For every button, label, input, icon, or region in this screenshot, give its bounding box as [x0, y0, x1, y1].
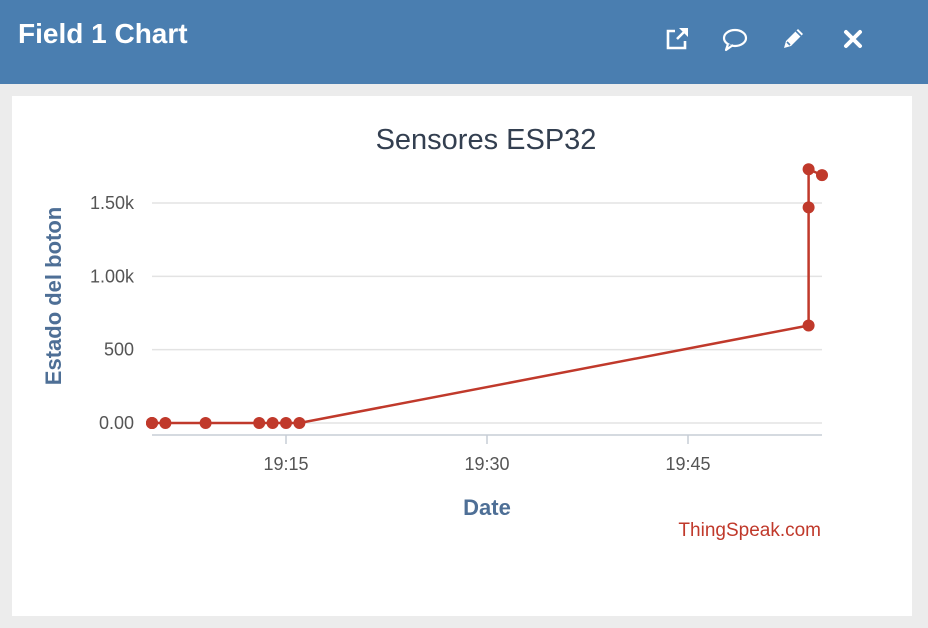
chart-panel: Sensores ESP32 0.00 500 1.00k 1.50k 19:15 19…	[12, 96, 912, 616]
data-point	[802, 201, 815, 214]
pencil-icon[interactable]	[776, 22, 810, 56]
x-tick-label: 19:30	[464, 454, 509, 474]
series-1	[146, 163, 828, 429]
y-tick-labels: 0.00 500 1.00k 1.50k	[90, 193, 135, 433]
x-tick-label: 19:45	[665, 454, 710, 474]
x-axis-title: Date	[463, 495, 511, 520]
data-point	[253, 417, 266, 429]
grid-lines	[152, 202, 822, 424]
data-point	[802, 319, 815, 332]
data-point	[159, 417, 172, 429]
window-title: Field 1 Chart	[18, 18, 188, 49]
data-point	[280, 417, 292, 429]
y-tick-label: 1.00k	[90, 266, 135, 286]
series-line	[152, 168, 823, 425]
data-point	[199, 417, 212, 429]
x-tick-label: 19:15	[263, 454, 308, 474]
y-axis-title: Estado del boton	[41, 207, 66, 385]
close-icon[interactable]	[836, 22, 870, 56]
credit-link[interactable]: ThingSpeak.com	[678, 520, 821, 541]
data-point	[802, 163, 815, 176]
y-tick-label: 0.00	[99, 413, 134, 433]
y-tick-label: 1.50k	[90, 193, 135, 213]
comment-icon[interactable]	[718, 22, 752, 56]
x-tick-labels: 19:15 19:30 19:45	[263, 435, 711, 474]
data-point	[266, 417, 279, 429]
chart-window-header: Field 1 Chart	[0, 0, 928, 84]
data-point	[816, 169, 828, 182]
data-point	[146, 417, 158, 429]
external-link-icon[interactable]	[660, 22, 694, 56]
y-tick-label: 500	[104, 340, 134, 360]
chart-title: Sensores ESP32	[376, 124, 597, 156]
data-point	[293, 417, 306, 429]
